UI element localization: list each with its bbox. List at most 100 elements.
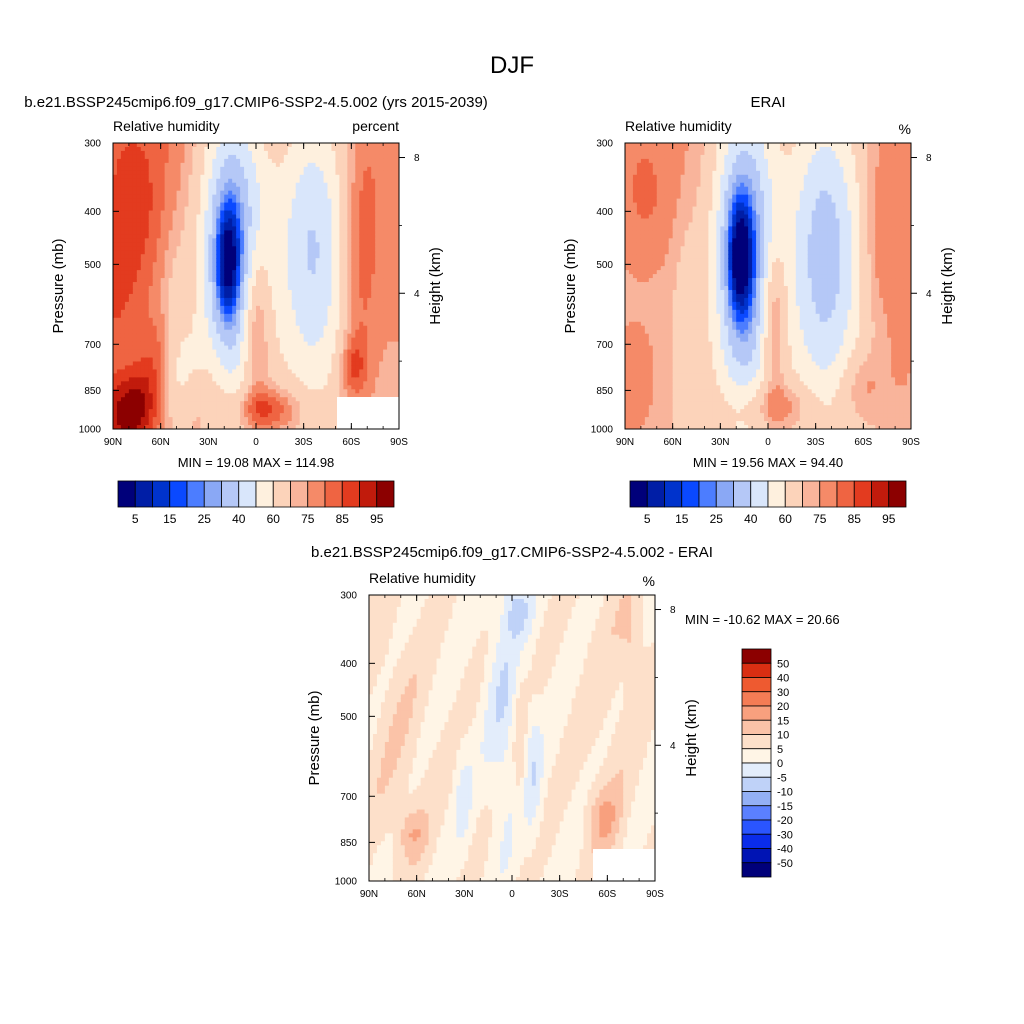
heatmap-cell (224, 202, 229, 208)
heatmap-cell (303, 170, 309, 176)
heatmap-cell (124, 421, 130, 426)
heatmap-cell (263, 286, 269, 291)
heatmap-cell (291, 329, 297, 335)
heatmap-cell (188, 258, 194, 263)
heatmap-cell (371, 182, 376, 188)
heatmap-cell (271, 282, 277, 287)
heatmap-cell (140, 365, 146, 371)
heatmap-cell (271, 143, 277, 148)
heatmap-cell (315, 357, 321, 363)
heatmap-cell (311, 369, 317, 374)
heatmap-cell (113, 357, 118, 363)
heatmap-cell (236, 230, 241, 235)
heatmap-cell (363, 178, 368, 184)
heatmap-cell (204, 361, 209, 367)
heatmap-cell (319, 325, 325, 331)
heatmap-cell (287, 401, 293, 406)
heatmap-cell (232, 321, 237, 327)
heatmap-cell (132, 222, 138, 228)
heatmap-cell (347, 214, 352, 220)
heatmap-cell (359, 377, 364, 382)
heatmap-cell (267, 190, 273, 196)
heatmap-cell (244, 218, 249, 224)
heatmap-cell (140, 194, 146, 200)
heatmap-cell (204, 146, 209, 152)
heatmap-cell (164, 305, 170, 311)
heatmap-cell (383, 377, 388, 382)
heatmap-cell (339, 305, 344, 311)
heatmap-cell (236, 421, 241, 426)
heatmap-cell (220, 254, 225, 259)
heatmap-cell (208, 425, 213, 429)
heatmap-cell (355, 274, 360, 279)
heatmap-cell (120, 150, 126, 156)
heatmap-cell (216, 321, 221, 327)
heatmap-cell (216, 425, 221, 429)
heatmap-cell (252, 301, 257, 307)
heatmap-cell (335, 309, 341, 315)
heatmap-cell (180, 345, 186, 351)
heatmap-cell (156, 218, 162, 224)
heatmap-cell (283, 317, 289, 323)
heatmap-cell (156, 421, 162, 426)
heatmap-cell (323, 317, 329, 323)
heatmap-cell (263, 262, 269, 267)
heatmap-cell (152, 230, 158, 235)
heatmap-cell (303, 405, 309, 410)
heatmap-cell (259, 353, 265, 359)
heatmap-cell (256, 258, 261, 263)
heatmap-cell (128, 341, 134, 347)
heatmap-cell (200, 170, 205, 176)
heatmap-cell (363, 226, 368, 231)
heatmap-cell (116, 409, 122, 414)
heatmap-cell (148, 349, 154, 355)
heatmap-cell (168, 230, 174, 235)
heatmap-cell (212, 254, 217, 259)
heatmap-cell (363, 321, 368, 327)
heatmap-cell (279, 425, 285, 429)
heatmap-cell (120, 333, 126, 339)
heatmap-cell (156, 146, 162, 152)
heatmap-cell (291, 385, 297, 390)
heatmap-cell (204, 317, 209, 323)
heatmap-cell (303, 305, 309, 311)
heatmap-cell (212, 329, 217, 335)
heatmap-cell (319, 289, 325, 295)
heatmap-cell (188, 154, 194, 160)
heatmap-cell (343, 353, 348, 359)
heatmap-cell (188, 214, 194, 220)
heatmap-cell (331, 282, 337, 287)
heatmap-cell (267, 425, 273, 429)
heatmap-cell (287, 393, 293, 398)
heatmap-cell (299, 413, 305, 418)
heatmap-cell (172, 174, 178, 180)
heatmap-cell (335, 178, 341, 184)
heatmap-cell (196, 270, 201, 275)
heatmap-cell (132, 254, 138, 259)
heatmap-cell (128, 226, 134, 231)
heatmap-cell (275, 170, 281, 176)
heatmap-cell (156, 385, 162, 390)
heatmap-cell (319, 186, 325, 192)
heatmap-cell (248, 274, 253, 279)
heatmap-cell (136, 417, 142, 422)
heatmap-cell (375, 166, 380, 172)
heatmap-cell (279, 178, 285, 184)
heatmap-cell (196, 405, 201, 410)
heatmap-cell (228, 377, 233, 382)
heatmap-cell (168, 417, 174, 422)
heatmap-cell (152, 313, 158, 319)
heatmap-cell (148, 377, 154, 382)
heatmap-cell (168, 297, 174, 303)
heatmap-cell (176, 194, 182, 200)
heatmap-cell (176, 349, 182, 355)
heatmap-cell (287, 158, 293, 164)
heatmap-cell (180, 186, 186, 192)
heatmap-cell (339, 162, 344, 168)
heatmap-cell (303, 425, 309, 429)
heatmap-cell (192, 349, 198, 355)
heatmap-cell (192, 242, 198, 247)
heatmap-cell (275, 293, 281, 299)
heatmap-cell (164, 309, 170, 315)
heatmap-cell (180, 365, 186, 371)
